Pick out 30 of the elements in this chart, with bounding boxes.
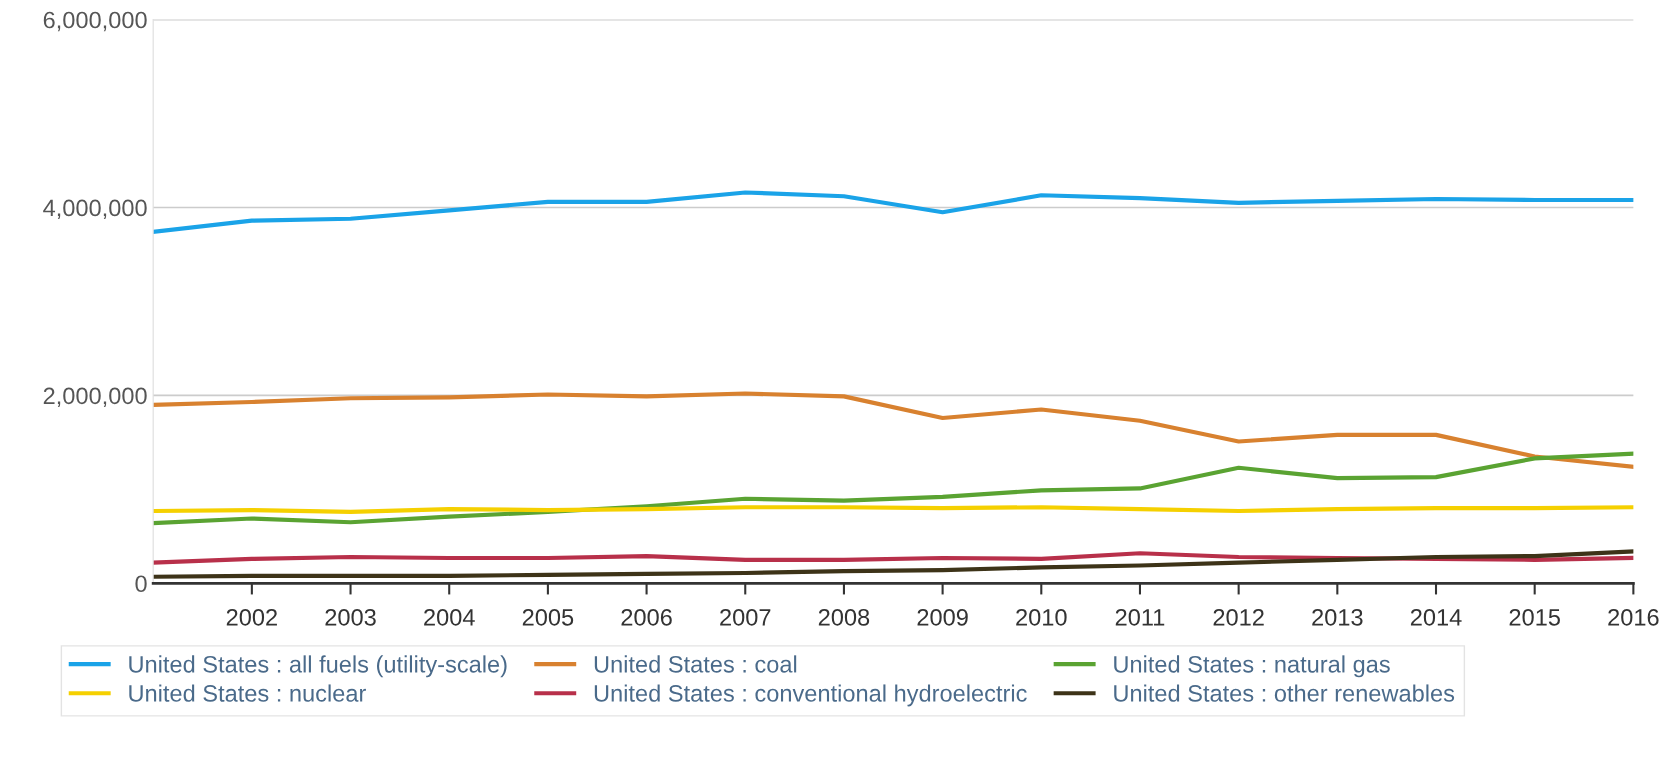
x-tick-label: 2011 xyxy=(1115,608,1165,626)
x-tick-label: 2002 xyxy=(226,608,277,626)
x-tick-label: 2014 xyxy=(1410,608,1462,626)
legend-label: United States : conventional hydroelectric xyxy=(594,684,1027,707)
x-tick-label: 2008 xyxy=(818,608,870,626)
legend-label: United States : other renewables xyxy=(1114,684,1455,702)
x-tick-label: 2005 xyxy=(522,608,574,626)
line-series xyxy=(153,451,1634,526)
line-series xyxy=(153,551,1634,565)
x-tick-label: 2007 xyxy=(720,608,771,626)
x-tick-label: 2003 xyxy=(325,608,376,626)
legend-label: United States : natural gas xyxy=(1114,655,1390,678)
y-tick-label: 6,000,000 xyxy=(43,11,147,32)
x-tick-label: 2015 xyxy=(1509,608,1560,626)
legend-label: United States : all fuels (utility-scale) xyxy=(129,655,507,678)
line-series xyxy=(153,391,1634,469)
x-tick-label: 2010 xyxy=(1016,608,1067,626)
x-tick-label: 2006 xyxy=(621,608,672,626)
y-tick-label: 2,000,000 xyxy=(43,387,147,407)
x-tick-label: 2013 xyxy=(1312,608,1363,626)
legend-label: United States : coal xyxy=(594,655,797,673)
y-tick-label: 4,000,000 xyxy=(43,199,147,220)
legend-label: United States : nuclear xyxy=(129,684,366,702)
x-tick-label: 2009 xyxy=(917,608,968,626)
x-tick-label: 2004 xyxy=(424,608,475,626)
x-tick-label: 2016 xyxy=(1608,608,1659,626)
y-tick-label: 0 xyxy=(135,575,147,593)
x-tick-label: 2012 xyxy=(1213,608,1264,626)
line-series xyxy=(153,190,1634,235)
line-series xyxy=(153,549,1634,579)
